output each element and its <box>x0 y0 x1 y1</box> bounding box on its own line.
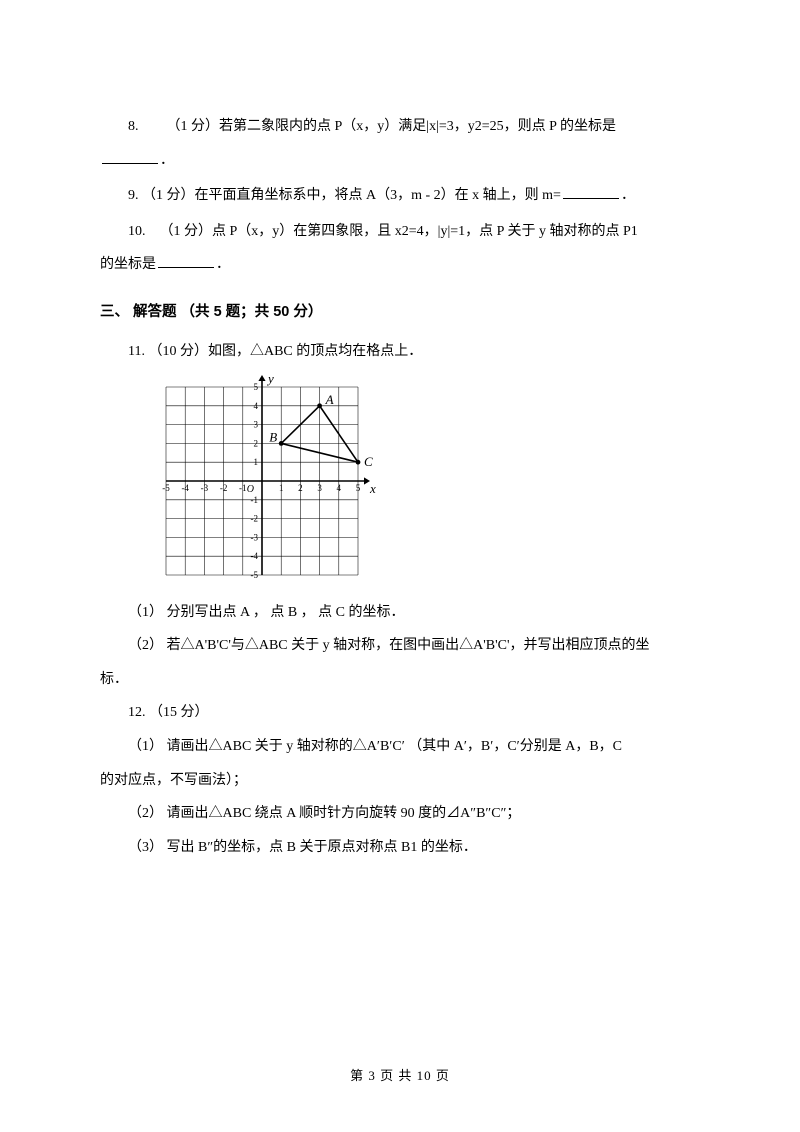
question-11-part2b: 标． <box>100 663 700 697</box>
svg-text:-4: -4 <box>251 551 259 561</box>
question-10-line1: 10. （1 分）点 P（x，y）在第四象限，且 x2=4，|y|=1，点 P … <box>100 215 700 249</box>
question-9: 9. （1 分）在平面直角坐标系中，将点 A（3，m - 2）在 x 轴上，则 … <box>100 179 700 213</box>
section-3-title: 三、 解答题 （共 5 题；共 50 分） <box>100 300 700 321</box>
q9-text: 9. （1 分）在平面直角坐标系中，将点 A（3，m - 2）在 x 轴上，则 … <box>128 188 561 203</box>
question-8: 8. （1 分）若第二象限内的点 P（x，y）满足|x|=3，y2=25，则点 … <box>100 110 700 144</box>
svg-text:-1: -1 <box>251 494 259 504</box>
svg-text:-2: -2 <box>251 513 259 523</box>
svg-text:-3: -3 <box>251 532 259 542</box>
blank-input[interactable] <box>563 185 619 199</box>
svg-text:2: 2 <box>298 483 303 493</box>
q8-text: （1 分）若第二象限内的点 P（x，y）满足|x|=3，y2=25，则点 P 的… <box>167 119 616 134</box>
svg-text:3: 3 <box>254 419 259 429</box>
svg-text:B: B <box>269 429 277 444</box>
svg-text:-3: -3 <box>201 483 209 493</box>
svg-text:A: A <box>325 391 334 406</box>
q8-num: 8. <box>128 119 139 134</box>
svg-text:1: 1 <box>254 457 259 467</box>
svg-text:C: C <box>364 454 373 469</box>
svg-text:-5: -5 <box>162 483 170 493</box>
svg-text:3: 3 <box>317 483 322 493</box>
question-8-blank-line: ． <box>100 144 700 178</box>
svg-text:x: x <box>369 481 376 496</box>
page-footer: 第 3 页 共 10 页 <box>0 1065 800 1084</box>
q10-text-b: 的坐标是 <box>100 257 156 272</box>
q8-period: ． <box>160 153 174 168</box>
question-11-head: 11. （10 分）如图，△ABC 的顶点均在格点上． <box>100 335 700 369</box>
svg-text:4: 4 <box>254 400 259 410</box>
svg-text:5: 5 <box>356 483 361 493</box>
question-11-part2a: （2） 若△A'B'C'与△ABC 关于 y 轴对称，在图中画出△A'B'C'，… <box>100 629 700 663</box>
svg-text:2: 2 <box>254 438 259 448</box>
q10-text-a: （1 分）点 P（x，y）在第四象限，且 x2=4，|y|=1，点 P 关于 y… <box>160 224 638 239</box>
svg-text:y: y <box>266 375 274 386</box>
svg-text:1: 1 <box>279 483 284 493</box>
blank-input[interactable] <box>158 254 214 268</box>
svg-text:-5: -5 <box>251 570 259 580</box>
q10-period: ． <box>216 257 230 272</box>
cartesian-graph: -5 -4 -3 -2 -1 1 2 3 4 5 -5 -4 -3 -2 -1 1 2 3 4 5 Ox y A B C <box>156 375 700 590</box>
question-12-part2: （2） 请画出△ABC 绕点 A 顺时针方向旋转 90 度的⊿A″B″C″； <box>100 797 700 831</box>
question-12-part1b: 的对应点，不写画法）； <box>100 764 700 798</box>
blank-input[interactable] <box>102 150 158 164</box>
question-11-part1: （1） 分别写出点 A ， 点 B ， 点 C 的坐标． <box>100 596 700 630</box>
svg-text:5: 5 <box>254 382 259 392</box>
question-12-head: 12. （15 分） <box>100 696 700 730</box>
svg-text:-1: -1 <box>239 483 247 493</box>
svg-text:-2: -2 <box>220 483 228 493</box>
svg-text:4: 4 <box>337 483 342 493</box>
q10-num: 10. <box>128 224 146 239</box>
q9-period: ． <box>621 188 635 203</box>
question-10-line2: 的坐标是 ． <box>100 248 700 282</box>
question-12-part3: （3） 写出 B″的坐标，点 B 关于原点对称点 B1 的坐标． <box>100 831 700 865</box>
question-12-part1a: （1） 请画出△ABC 关于 y 轴对称的△A′B′C′ （其中 A′，B′，C… <box>100 730 700 764</box>
graph-svg: -5 -4 -3 -2 -1 1 2 3 4 5 -5 -4 -3 -2 -1 1 2 3 4 5 Ox y A B C <box>156 375 376 585</box>
svg-text:O: O <box>247 484 254 495</box>
svg-text:-4: -4 <box>181 483 189 493</box>
